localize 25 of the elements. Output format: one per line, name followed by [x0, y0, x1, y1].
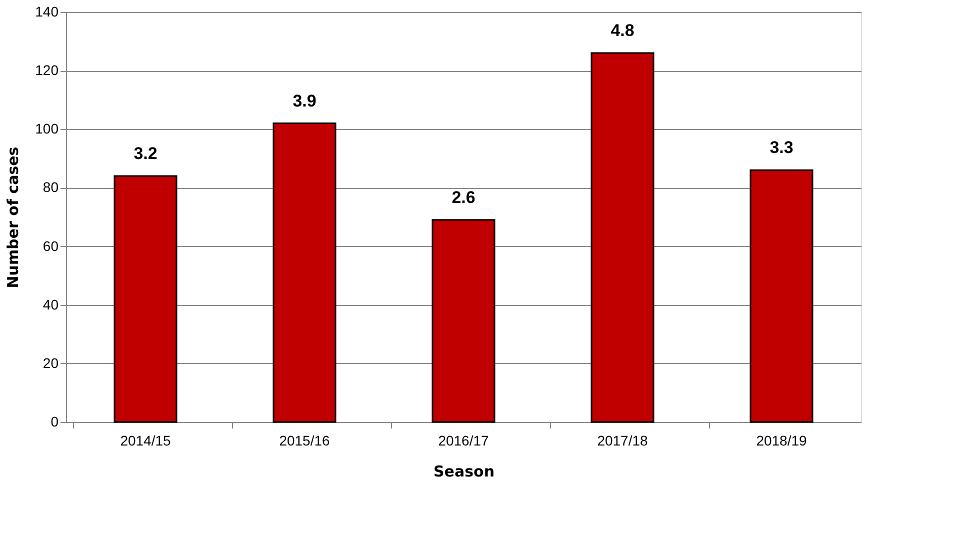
- bar: [432, 219, 496, 423]
- y-tick-label: 40: [42, 296, 59, 312]
- x-tick-label: 2015/16: [279, 432, 330, 448]
- x-axis-title: Season: [433, 462, 495, 480]
- y-tick-label: 60: [42, 238, 59, 254]
- bar: [272, 122, 336, 423]
- x-tick-label: 2017/18: [597, 432, 648, 448]
- annotation: 3.2: [134, 144, 158, 163]
- y-tick-label: 0: [50, 414, 59, 430]
- bar: [750, 169, 814, 423]
- y-tick-label: 140: [35, 4, 59, 20]
- annotation: 3.3: [770, 138, 794, 158]
- y-axis-title: Number of cases: [4, 146, 22, 288]
- annotation: 4.8: [610, 21, 634, 40]
- annotation: 3.9: [292, 91, 316, 110]
- y-tick-label: 80: [42, 179, 59, 196]
- annotation: 2.6: [452, 188, 476, 207]
- x-tick-label: 2016/17: [438, 432, 490, 448]
- x-tick-label: 2014/15: [120, 432, 172, 448]
- y-tick-label: 120: [35, 62, 59, 78]
- x-tick-label: 2018/19: [756, 432, 808, 448]
- y-tick-label: 20: [42, 354, 59, 371]
- bar: [114, 175, 178, 423]
- y-tick-label: 100: [35, 120, 59, 137]
- bar: [590, 52, 654, 423]
